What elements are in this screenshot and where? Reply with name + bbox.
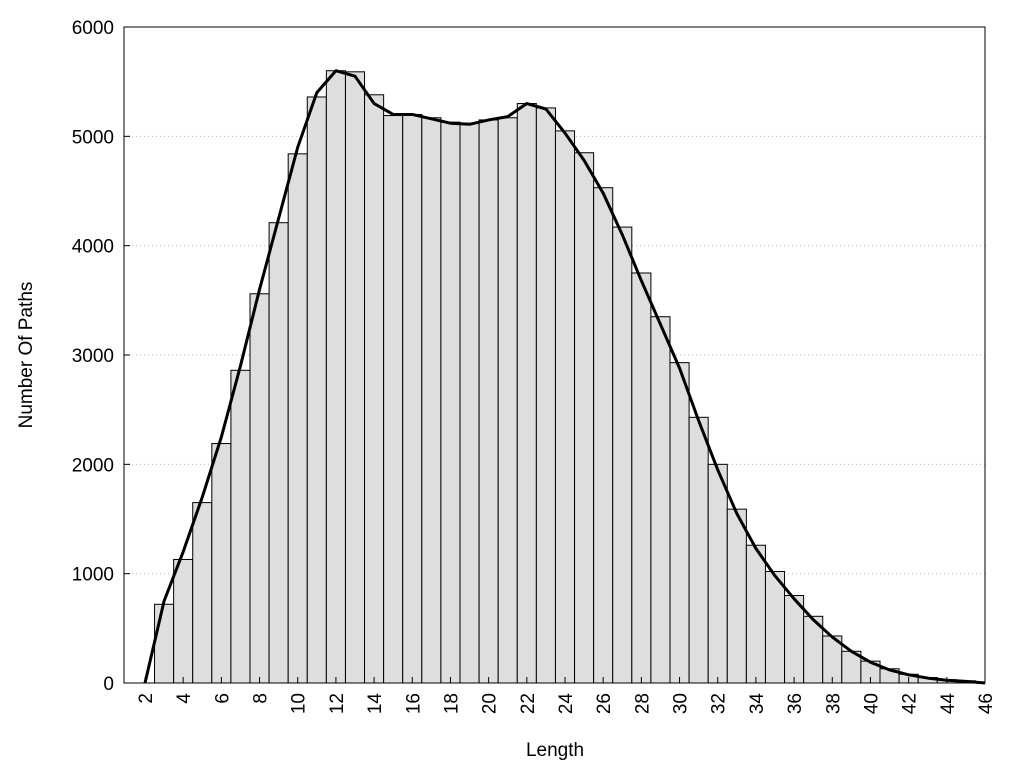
y-tick-label: 3000 xyxy=(72,346,114,367)
y-axis-label: Number Of Paths xyxy=(16,282,37,429)
x-tick-label: 22 xyxy=(518,693,539,714)
x-tick-label: 34 xyxy=(747,693,768,715)
y-tick-label: 5000 xyxy=(72,127,114,148)
x-tick-label: 42 xyxy=(900,693,921,714)
x-tick-label: 32 xyxy=(709,693,730,714)
bar xyxy=(459,122,480,684)
bar xyxy=(383,115,404,684)
bar xyxy=(707,463,728,684)
bar xyxy=(478,119,499,684)
bar xyxy=(593,187,614,684)
bar xyxy=(612,226,633,684)
y-tick-label: 2000 xyxy=(72,455,114,476)
x-tick-label: 44 xyxy=(938,693,959,715)
x-tick-label: 2 xyxy=(136,693,157,704)
y-tick-label: 0 xyxy=(103,674,114,695)
bar xyxy=(154,603,175,684)
x-tick-label: 26 xyxy=(594,693,615,714)
x-tick-label: 12 xyxy=(327,693,348,714)
bar xyxy=(364,94,385,684)
bar xyxy=(745,544,766,684)
bar xyxy=(249,293,270,684)
bar xyxy=(421,117,442,684)
x-tick-label: 28 xyxy=(632,693,653,714)
x-tick-label: 30 xyxy=(671,693,692,714)
x-tick-label: 8 xyxy=(251,693,272,704)
x-tick-label: 6 xyxy=(212,693,233,704)
bar xyxy=(230,369,251,684)
bar xyxy=(268,222,289,684)
bar xyxy=(650,316,671,684)
x-axis-label: Length xyxy=(526,740,584,761)
bar xyxy=(192,502,213,684)
bar xyxy=(211,443,232,684)
x-tick-label: 10 xyxy=(289,693,310,714)
bar xyxy=(554,130,576,684)
x-tick-label: 38 xyxy=(823,693,844,714)
y-tick-label: 4000 xyxy=(72,237,114,258)
bar xyxy=(173,558,194,684)
y-tick-label: 6000 xyxy=(72,18,114,39)
bar xyxy=(516,103,537,684)
bar xyxy=(764,570,786,684)
x-tick-label: 40 xyxy=(861,693,882,714)
bar xyxy=(574,152,595,684)
bar xyxy=(440,121,461,684)
y-tick-label: 1000 xyxy=(72,565,114,586)
bar xyxy=(344,71,366,684)
bar xyxy=(287,153,308,684)
density-line xyxy=(143,69,986,685)
bar xyxy=(497,117,518,684)
bar xyxy=(726,508,747,684)
plot-frame xyxy=(123,26,986,684)
bar xyxy=(784,595,805,684)
x-tick-label: 24 xyxy=(556,693,577,715)
bar xyxy=(535,107,556,684)
x-tick-label: 4 xyxy=(174,693,195,704)
x-tick-label: 18 xyxy=(441,693,462,714)
bar xyxy=(325,70,346,684)
bar xyxy=(688,416,709,684)
x-tick-label: 14 xyxy=(365,693,386,715)
x-tick-label: 16 xyxy=(403,693,424,714)
x-tick-label: 20 xyxy=(480,693,501,714)
bar xyxy=(402,113,423,684)
bar xyxy=(306,96,327,684)
bar xyxy=(669,362,690,684)
x-tick-label: 36 xyxy=(785,693,806,714)
x-tick-label: 46 xyxy=(976,693,997,714)
bar xyxy=(631,272,652,684)
